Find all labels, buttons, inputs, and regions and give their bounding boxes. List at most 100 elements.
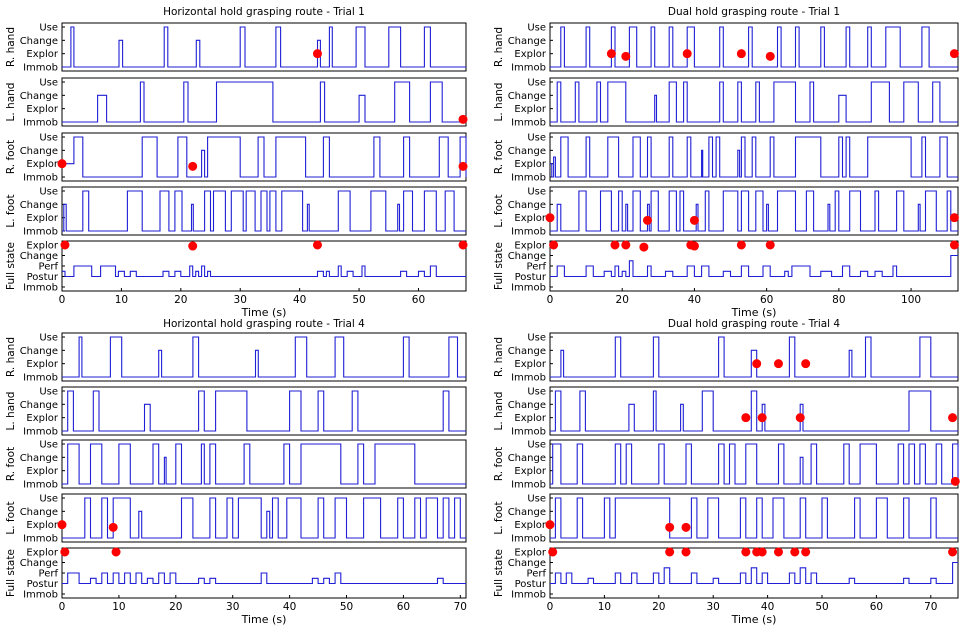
state-series-line (62, 336, 466, 378)
level-tick-label: Change (20, 346, 58, 357)
panel-ylabel: L. hand (5, 392, 17, 431)
level-tick-label: Immob (23, 590, 58, 601)
level-tick-label: Change (508, 558, 546, 569)
level-tick-label: Explor (514, 241, 546, 252)
x-tick-label: 40 (293, 294, 306, 306)
event-marker (621, 51, 631, 61)
event-marker (549, 240, 559, 250)
x-tick-label: 30 (234, 294, 247, 306)
level-tick-label: Immob (23, 480, 58, 491)
level-tick-label: Explor (26, 49, 58, 60)
level-tick-label: Explor (26, 520, 58, 531)
event-marker (948, 413, 958, 423)
level-tick-label: Postur (515, 579, 547, 590)
panel-ylabel: R. foot (493, 447, 505, 481)
panel-ylabel: L. hand (493, 83, 505, 122)
x-tick-label: 70 (924, 601, 937, 613)
x-tick-label: 50 (340, 601, 353, 613)
panel-ylabel: Full state (5, 549, 17, 597)
state-series-line (550, 497, 958, 539)
panel-frame (61, 240, 467, 292)
panel-ylabel: L. foot (493, 501, 505, 534)
event-marker (681, 547, 691, 557)
state-series-line (550, 26, 958, 68)
level-tick-label: Explor (514, 520, 546, 531)
panel-l-hand: Use Change Explor Immob L. hand (5, 386, 467, 438)
chart-3: Horizontal hold grasping route - Trial 4… (5, 318, 467, 626)
panel-ylabel: Full state (493, 549, 505, 597)
level-tick-label: Immob (511, 480, 546, 491)
level-tick-label: Explor (514, 159, 546, 170)
event-marker (736, 240, 746, 250)
event-marker (682, 49, 692, 59)
event-marker (108, 522, 118, 532)
level-tick-label: Change (508, 507, 546, 518)
level-tick-label: Change (508, 146, 546, 157)
x-tick-label: 20 (174, 294, 187, 306)
level-tick-label: Use (39, 494, 58, 505)
level-tick-label: Immob (23, 227, 58, 238)
panel-frame (549, 22, 959, 72)
panel-r-hand: Use Change Explor Immob R. hand (5, 22, 467, 74)
x-tick-label: 60 (412, 294, 425, 306)
level-tick-label: Immob (23, 373, 58, 384)
level-tick-label: Use (527, 494, 546, 505)
state-series-line (62, 443, 466, 485)
level-tick-label: Use (527, 23, 546, 34)
x-tick-label: 60 (397, 601, 410, 613)
level-tick-label: Change (508, 346, 546, 357)
event-marker (689, 215, 699, 225)
panel-ylabel: Full state (493, 242, 505, 290)
level-tick-label: Explor (26, 213, 58, 224)
level-tick-label: Immob (511, 173, 546, 184)
panel-l-foot: Use Change Explor Immob L. foot (5, 186, 467, 238)
level-tick-label: Change (20, 558, 58, 569)
level-tick-label: Use (527, 333, 546, 344)
state-series-line (550, 136, 958, 178)
event-marker (458, 114, 468, 124)
panel-frame (549, 77, 959, 127)
x-axis-label: Time (s) (241, 613, 287, 626)
panel-frame (61, 493, 467, 543)
chart-title: Dual hold grasping route - Trial 1 (668, 6, 840, 18)
level-tick-label: Explor (26, 359, 58, 370)
panel-ylabel: R. hand (5, 27, 17, 67)
level-tick-label: Immob (511, 118, 546, 129)
event-marker (458, 240, 468, 250)
level-tick-label: Change (508, 400, 546, 411)
level-tick-label: Explor (514, 413, 546, 424)
level-tick-label: Immob (511, 227, 546, 238)
panel-r-foot: Use Change Explor Immob R. foot (5, 132, 468, 184)
level-tick-label: Explor (26, 548, 58, 559)
panel-frame (61, 77, 467, 127)
event-marker (639, 242, 649, 252)
panel-ylabel: Full state (5, 242, 17, 290)
event-marker (757, 413, 767, 423)
event-marker (765, 240, 775, 250)
event-marker (621, 240, 631, 250)
x-tick-label: 0 (547, 601, 554, 613)
level-tick-label: Change (20, 146, 58, 157)
panel-ylabel: L. foot (5, 501, 17, 534)
level-tick-label: Use (527, 133, 546, 144)
panel-frame (549, 132, 959, 182)
level-tick-label: Explor (514, 104, 546, 115)
event-marker (681, 522, 691, 532)
panel-l-foot: Use Change Explor Immob L. foot (5, 493, 467, 545)
level-tick-label: Perf (527, 569, 547, 580)
level-tick-label: Change (508, 91, 546, 102)
state-series-line (550, 561, 958, 585)
state-series-line (62, 390, 466, 432)
event-marker (188, 161, 198, 171)
panel-frame (549, 186, 959, 236)
event-marker (736, 49, 746, 59)
level-tick-label: Postur (27, 579, 59, 590)
panel-frame (549, 386, 959, 436)
chart-title: Horizontal hold grasping route - Trial 1 (163, 6, 365, 18)
event-marker (665, 522, 675, 532)
level-tick-label: Postur (27, 272, 59, 283)
level-tick-label: Change (20, 453, 58, 464)
event-marker (950, 476, 960, 486)
